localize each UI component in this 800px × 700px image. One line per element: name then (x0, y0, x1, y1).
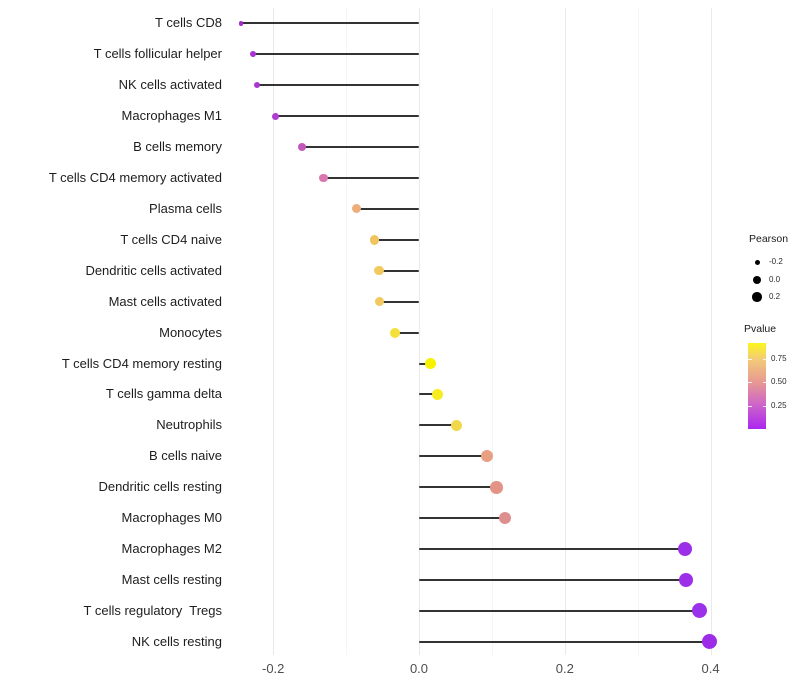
gridline-x--0.2 (273, 8, 275, 655)
lollipop-dot (490, 481, 503, 494)
lollipop-dot (450, 419, 462, 431)
lollipop-stem (379, 300, 419, 303)
colorbar-tick (762, 358, 766, 360)
row-label: B cells naive (149, 448, 222, 464)
x-tick-label: 0.2 (555, 661, 574, 676)
lollipop-dot (374, 296, 385, 307)
row-label: T cells CD4 memory resting (61, 355, 222, 371)
row-label: B cells memory (133, 139, 222, 155)
lollipop-stem (419, 517, 506, 520)
row-label: T cells gamma delta (105, 386, 222, 402)
legend-pearson-title: Pearson (749, 233, 789, 245)
lollipop-stem (301, 146, 419, 149)
lollipop-dot (498, 511, 512, 525)
legend-size-label: 0.2 (769, 292, 781, 302)
gridline-x-0.3 (637, 8, 639, 655)
lollipop-dot (369, 235, 380, 245)
legend-size-dot (753, 275, 761, 284)
row-label: Macrophages M1 (121, 108, 222, 124)
row-label: NK cells activated (118, 77, 222, 93)
lollipop-stem (419, 609, 700, 612)
lollipop-dot (271, 112, 279, 120)
lollipop-dot (253, 81, 261, 89)
lollipop-dot (389, 327, 400, 338)
gridline-x-0.4 (710, 8, 712, 655)
lollipop-stem (252, 53, 419, 56)
colorbar-tick (748, 405, 752, 407)
lollipop-stem (356, 207, 419, 210)
lollipop-dot (374, 265, 384, 276)
colorbar-tick (762, 405, 766, 407)
row-label: T cells regulatory Tregs (83, 602, 222, 618)
gridline-x-0 (419, 8, 420, 655)
legend-size-dot (752, 292, 762, 302)
colorbar-tick (748, 382, 752, 384)
colorbar-tick (762, 382, 766, 384)
gridline-x-0.1 (491, 8, 493, 655)
chart-panel (228, 8, 731, 655)
row-label: T cells CD4 naive (120, 231, 222, 247)
row-label: Neutrophils (156, 417, 222, 433)
lollipop-dot (249, 51, 256, 58)
lollipop-dot (677, 541, 693, 557)
legend-pvalue-title: Pvalue (744, 323, 777, 335)
lollipop-dot (351, 204, 361, 214)
gridline-x--0.1 (346, 8, 348, 655)
row-label: Mast cells activated (108, 293, 222, 309)
legend-size-dot (754, 259, 760, 265)
colorbar-tick-label: 0.75 (771, 353, 787, 363)
row-label: Macrophages M2 (121, 541, 222, 557)
row-label: Macrophages M0 (121, 510, 222, 526)
lollipop-dot (425, 358, 437, 370)
row-label: Dendritic cells resting (98, 479, 222, 495)
lollipop-stem (419, 640, 710, 643)
colorbar-tick-label: 0.50 (771, 377, 787, 387)
x-tick-label: -0.2 (261, 661, 285, 676)
x-tick-label: 0.0 (409, 661, 429, 676)
lollipop-stem (378, 269, 419, 272)
lollipop-stem (275, 115, 419, 118)
row-label: Mast cells resting (121, 572, 222, 588)
lollipop-dot (319, 173, 328, 183)
lollipop-stem (241, 22, 419, 25)
colorbar-tick-label: 0.25 (771, 400, 787, 410)
lollipop-stem (394, 331, 419, 334)
row-label: T cells CD8 (155, 15, 222, 31)
lollipop-dot (702, 634, 718, 650)
legend-size-label: -0.2 (769, 257, 783, 266)
lollipop-stem (419, 393, 438, 396)
lollipop-stem (419, 548, 686, 551)
lollipop-stem (419, 362, 431, 365)
lollipop-stem (419, 424, 457, 427)
row-label: T cells CD4 memory activated (48, 169, 222, 185)
row-label: Dendritic cells activated (85, 262, 222, 278)
row-label: Plasma cells (149, 200, 222, 216)
colorbar-tick (748, 358, 752, 360)
lollipop-stem (374, 238, 419, 241)
lollipop-dot (480, 450, 493, 463)
gridline-x-0.2 (564, 8, 566, 655)
lollipop-dot (431, 388, 443, 400)
pvalue-colorbar (748, 343, 766, 429)
row-label: T cells follicular helper (93, 46, 222, 62)
lollipop-dot (678, 572, 694, 588)
lollipop-stem (323, 176, 419, 179)
lollipop-dot (238, 21, 244, 26)
row-label: NK cells resting (131, 633, 222, 649)
lollipop-dot (692, 603, 708, 619)
row-label: Monocytes (159, 324, 222, 340)
lollipop-stem (419, 579, 686, 582)
lollipop-stem (419, 486, 497, 489)
lollipop-stem (257, 84, 419, 87)
x-tick-label: 0.4 (701, 661, 720, 676)
lollipop-stem (419, 455, 487, 458)
lollipop-dot (297, 143, 306, 152)
legend-size-label: 0.0 (769, 274, 781, 284)
